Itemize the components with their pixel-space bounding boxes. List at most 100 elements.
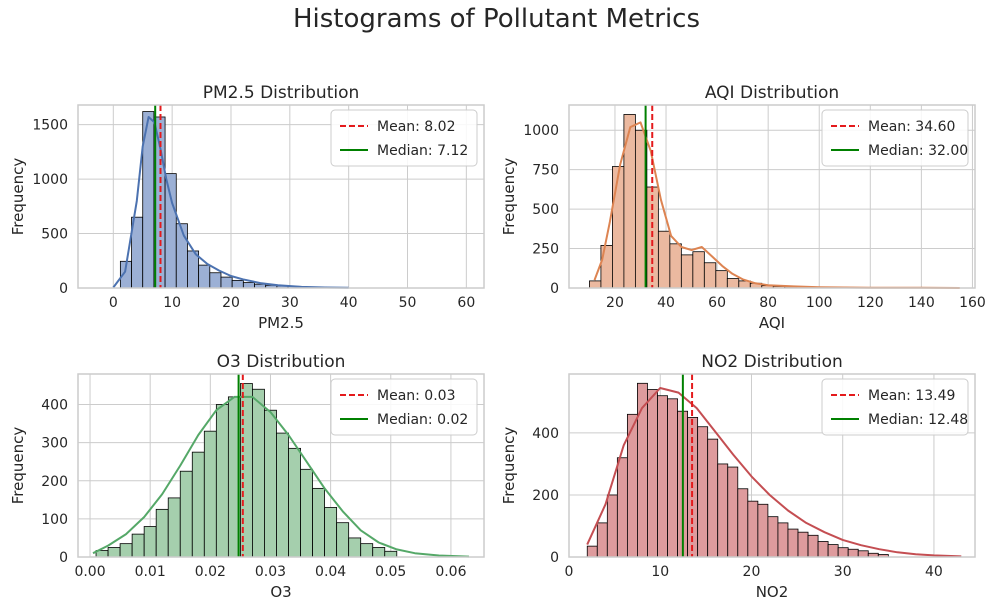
histogram-bar xyxy=(167,497,181,558)
x-tick-label: 0.02 xyxy=(195,564,226,580)
y-axis-label-pm25: Frequency xyxy=(9,158,27,236)
legend-mean-label: Mean: 13.49 xyxy=(868,388,955,404)
histogram-bar xyxy=(242,282,255,289)
subplot-title-pm25: PM2.5 Distribution xyxy=(203,83,360,103)
histogram-bar xyxy=(220,276,233,289)
legend-median-label: Median: 32.00 xyxy=(868,143,968,159)
x-axis-label-o3: O3 xyxy=(270,583,291,601)
histogram-bar xyxy=(767,516,779,558)
y-tick-label: 500 xyxy=(41,227,68,243)
x-tick-label: 60 xyxy=(457,295,475,311)
legend-mean-label: Mean: 8.02 xyxy=(377,119,455,135)
histogram-bar xyxy=(647,389,658,558)
y-tick-label: 300 xyxy=(41,436,68,452)
histogram-bar xyxy=(264,409,277,558)
x-tick-label: 140 xyxy=(908,295,935,311)
legend-box xyxy=(330,378,478,436)
x-tick-label: 0.04 xyxy=(315,564,346,580)
histogram-bar xyxy=(586,545,598,558)
x-tick-label: 120 xyxy=(857,295,884,311)
histogram-bar xyxy=(179,470,193,558)
y-tick-label: 400 xyxy=(41,398,68,414)
y-tick-label: 0 xyxy=(59,281,68,297)
x-tick-label: 20 xyxy=(222,295,240,311)
legend-box xyxy=(821,109,969,167)
histogram-bar xyxy=(657,230,671,289)
y-tick-label: 1000 xyxy=(32,172,68,188)
histogram-bar xyxy=(623,114,636,289)
x-tick-label: 0.01 xyxy=(135,564,166,580)
plot-frame-pm25 xyxy=(77,104,485,289)
histogram-bar xyxy=(807,534,819,558)
y-tick-label: 200 xyxy=(41,474,68,490)
y-tick-label: 1500 xyxy=(32,118,68,134)
histogram-bar xyxy=(155,508,169,558)
histogram-bar xyxy=(817,541,829,558)
histogram-bar xyxy=(667,398,678,558)
histogram-bar xyxy=(215,404,229,558)
histogram-bar xyxy=(231,279,244,289)
histogram-bar xyxy=(312,487,326,558)
plot-frame-aqi xyxy=(568,104,976,289)
y-tick-label: 0 xyxy=(550,550,559,566)
x-tick-label: 60 xyxy=(708,295,726,311)
histogram-bar xyxy=(797,531,809,558)
x-axis-label-no2: NO2 xyxy=(756,583,789,601)
chart-pm25: 0 10 20 30 40 50 60 0 500 1000 1500 PM2.5 Distribut… xyxy=(9,83,485,332)
histogram-bar xyxy=(827,544,839,558)
histogram-bar xyxy=(717,463,729,558)
histogram-bar xyxy=(348,537,362,558)
histogram-bar xyxy=(787,528,799,558)
histogram-bar xyxy=(777,522,789,558)
y-tick-label: 0 xyxy=(59,550,68,566)
histogram-bar xyxy=(847,548,859,558)
legend-median-label: Median: 12.48 xyxy=(868,412,968,428)
x-tick-label: 10 xyxy=(651,564,669,580)
histogram-bar xyxy=(119,543,133,558)
y-tick-label: 1000 xyxy=(523,123,559,139)
x-tick-label: 160 xyxy=(959,295,986,311)
legend-median-label: Median: 0.02 xyxy=(377,412,468,428)
x-tick-label: 0 xyxy=(565,564,574,580)
histogram-bar xyxy=(657,395,668,558)
histogram-bar xyxy=(191,451,205,558)
histogram-bar xyxy=(384,550,398,558)
kde-curve xyxy=(586,387,962,558)
histogram-bar xyxy=(336,522,350,558)
histogram-bar xyxy=(143,526,157,558)
legend-aqi: Mean: 34.60 Median: 32.00 xyxy=(821,109,969,167)
y-tick-label: 200 xyxy=(532,488,559,504)
chart-aqi: 20 40 60 80 100 120 140 160 0 250 500 750 1000 AQI Di… xyxy=(500,83,986,332)
x-tick-label: 0.03 xyxy=(255,564,286,580)
histogram-bar xyxy=(209,272,222,289)
x-tick-label: 30 xyxy=(281,295,299,311)
histogram-bar xyxy=(703,262,717,289)
histogram-bar xyxy=(372,547,386,558)
histogram-bar xyxy=(669,243,682,289)
legend-median-label: Median: 7.12 xyxy=(377,143,468,159)
histogram-bar xyxy=(589,280,602,289)
histogram-bar xyxy=(757,503,769,558)
histogram-bar xyxy=(175,223,188,289)
x-tick-label: 50 xyxy=(399,295,417,311)
kde-curve xyxy=(112,116,349,289)
histogram-bar xyxy=(715,270,728,289)
x-tick-label: 0 xyxy=(109,295,118,311)
legend-box xyxy=(330,109,478,167)
histogram-bar xyxy=(616,457,628,558)
y-axis-label-o3: Frequency xyxy=(9,427,27,505)
legend-o3: Mean: 0.03 Median: 0.02 xyxy=(330,378,478,436)
histogram-bar xyxy=(198,264,211,289)
x-tick-label: 40 xyxy=(340,295,358,311)
x-tick-label: 0.00 xyxy=(74,564,105,580)
legend-pm25: Mean: 8.02 Median: 7.12 xyxy=(330,109,478,167)
histogram-bar xyxy=(727,466,739,558)
histogram-bar xyxy=(596,522,608,558)
histogram-bar xyxy=(276,432,289,558)
subplot-title-aqi: AQI Distribution xyxy=(705,83,839,103)
histogram-bar xyxy=(680,254,694,289)
histogram-bar xyxy=(107,547,121,558)
